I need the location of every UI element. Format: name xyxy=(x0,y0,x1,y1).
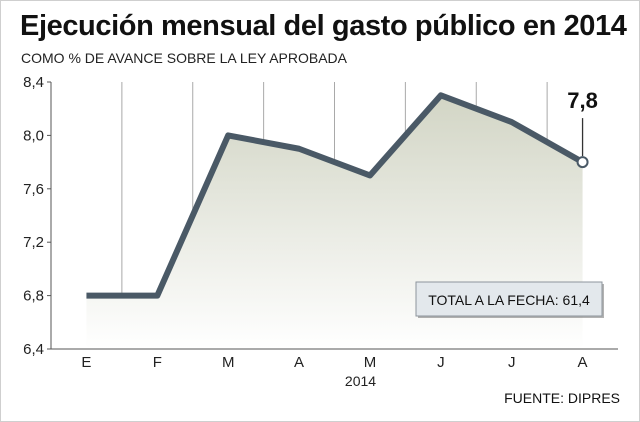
x-tick-label: M xyxy=(222,354,235,371)
total-label: TOTAL A LA FECHA: 61,4 xyxy=(428,292,590,308)
y-tick-label: 7,2 xyxy=(23,234,44,251)
x-tick-label: A xyxy=(294,354,304,371)
total-box xyxy=(415,281,603,317)
x-tick-label: J xyxy=(437,354,445,371)
y-tick-label: 8,4 xyxy=(23,74,44,91)
axes xyxy=(47,81,618,350)
x-tick-label: J xyxy=(508,354,516,371)
total-box-layer: TOTAL A LA FECHA: 61,4 xyxy=(415,281,604,318)
labels: 6,4 6,8 7,2 7,6 8,0 8,4 E F M A M J J A 2014 7,8 xyxy=(23,74,598,389)
source-note: FUENTE: DIPRES xyxy=(504,390,620,406)
end-point-marker xyxy=(576,156,589,169)
chart-title: Ejecución mensual del gasto público en 2… xyxy=(20,10,627,42)
series-line xyxy=(86,92,585,299)
end-value-label: 7,8 xyxy=(567,88,598,113)
y-tick-label: 6,4 xyxy=(23,341,44,358)
y-tick-label: 6,8 xyxy=(23,288,44,305)
chart-subtitle: COMO % DE AVANCE SOBRE LA LEY APROBADA xyxy=(21,50,347,66)
x-tick-label: A xyxy=(578,354,588,371)
x-axis-title: 2014 xyxy=(345,373,376,389)
y-tick-label: 8,0 xyxy=(23,127,44,144)
x-tick-label: F xyxy=(153,354,162,371)
x-tick-label: M xyxy=(364,354,377,371)
y-tick-label: 7,6 xyxy=(23,181,44,198)
series-line-layer xyxy=(86,92,589,299)
x-tick-label: E xyxy=(81,354,91,371)
